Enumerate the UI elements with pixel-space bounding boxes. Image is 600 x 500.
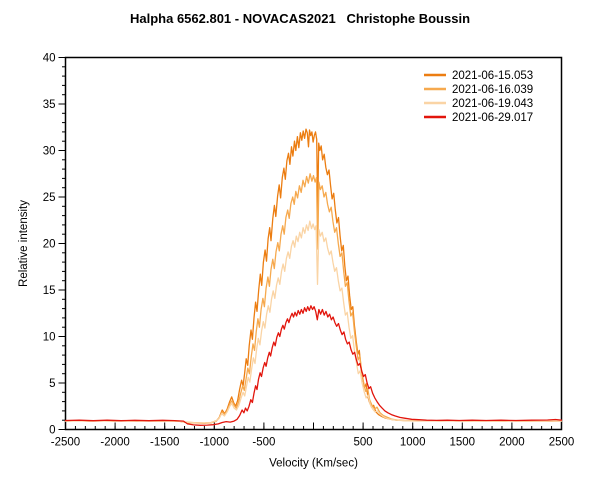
legend-label-1: 2021-06-16.039 (452, 84, 533, 96)
legend-label-0: 2021-06-15.053 (452, 70, 533, 82)
x-tick-label: 1500 (450, 437, 476, 449)
x-tick-label: -500 (252, 437, 275, 449)
x-tick-label: 2000 (499, 437, 525, 449)
legend-label-2: 2021-06-19.043 (452, 98, 533, 110)
y-tick-label: 35 (43, 99, 56, 111)
series-line-2 (64, 220, 563, 424)
x-tick-label: 1000 (400, 437, 426, 449)
legend-label-3: 2021-06-29.017 (452, 112, 533, 124)
y-tick-label: 20 (43, 239, 56, 251)
y-tick-label: 30 (43, 146, 56, 158)
series-line-0 (64, 128, 563, 424)
x-tick-label: -2000 (100, 437, 129, 449)
y-tick-label: 5 (49, 378, 55, 390)
y-tick-label: 10 (43, 332, 56, 344)
x-tick-label: -2500 (51, 437, 80, 449)
y-tick-label: 15 (43, 285, 56, 297)
x-tick-label: 2500 (549, 437, 575, 449)
chart-title: Halpha 6562.801 - NOVACAS2021 Christophe… (129, 11, 471, 26)
y-tick-label: 0 (49, 425, 55, 437)
y-tick-label: 25 (43, 192, 56, 204)
x-tick-label: 500 (354, 437, 373, 449)
x-axis-title: Velocity (Km/sec) (269, 458, 358, 470)
series-line-1 (64, 173, 563, 424)
x-tick-label: -1500 (150, 437, 179, 449)
y-axis-title: Relative intensity (18, 200, 30, 287)
y-tick-label: 40 (43, 53, 56, 65)
series-line-3 (64, 305, 563, 426)
x-tick-label: -1000 (200, 437, 229, 449)
